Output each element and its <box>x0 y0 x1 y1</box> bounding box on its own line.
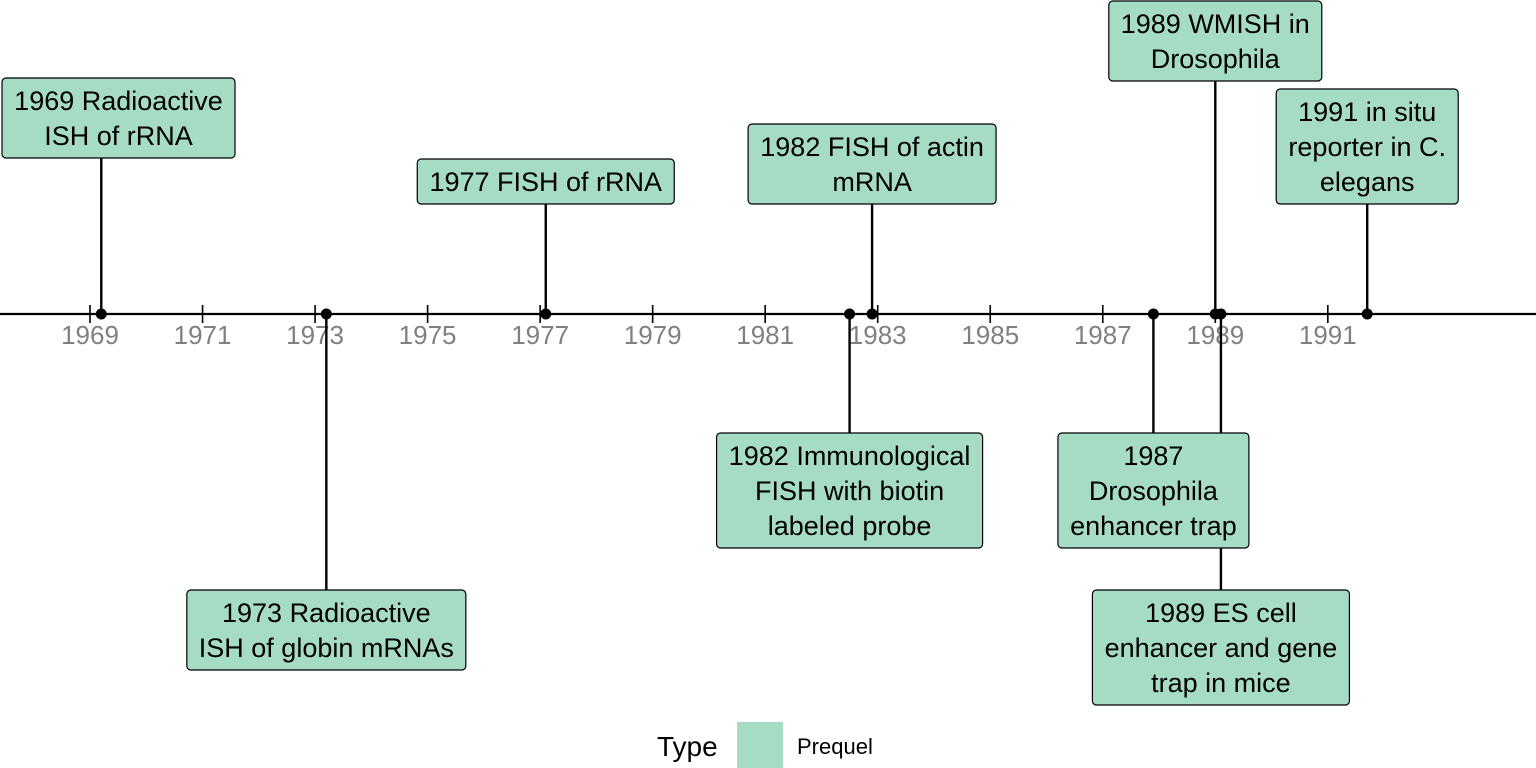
tick-label: 1989 <box>1186 320 1244 350</box>
event-box: 1969 Radioactive ISH of rRNA <box>1 77 236 159</box>
event-dot <box>866 308 878 320</box>
event-dot <box>1215 308 1227 320</box>
event-label: 1989 ES cell <box>1145 598 1297 628</box>
event-label: reporter in C. <box>1288 132 1446 162</box>
tick-label: 1971 <box>174 320 232 350</box>
event-connectors <box>100 81 1369 590</box>
event-label: 1977 FISH of rRNA <box>429 167 662 197</box>
event-box-bg <box>1091 589 1351 706</box>
event-box-bg <box>1108 0 1323 82</box>
event-box-bg <box>747 123 997 205</box>
event-label: FISH with biotin <box>755 476 944 506</box>
event-dot <box>1147 308 1159 320</box>
event-label: enhancer and gene <box>1105 633 1338 663</box>
tick-label: 1975 <box>399 320 457 350</box>
tick-label: 1979 <box>624 320 682 350</box>
event-label: ISH of globin mRNAs <box>199 633 454 663</box>
event-box-bg <box>1057 432 1250 549</box>
event-label: 1991 in situ <box>1298 97 1436 127</box>
event-label: ISH of rRNA <box>44 121 193 151</box>
event-label: 1973 Radioactive <box>222 598 431 628</box>
event-box: 1989 WMISH in Drosophila <box>1108 0 1323 82</box>
event-label: trap in mice <box>1151 668 1291 698</box>
event-box: 1982 Immunological FISH with biotin labele… <box>715 432 984 549</box>
legend-title: Type <box>657 731 718 762</box>
tick-label: 1969 <box>61 320 119 350</box>
tick-label: 1991 <box>1299 320 1357 350</box>
event-dot <box>844 308 856 320</box>
event-dot <box>540 308 552 320</box>
event-box: 1991 in situ reporter in C. elegans <box>1275 88 1459 205</box>
event-label: labeled probe <box>768 511 932 541</box>
event-dot <box>320 308 332 320</box>
event-label: mRNA <box>832 167 912 197</box>
event-box-bg <box>715 432 984 549</box>
axis-ticks: 1969 1971 1973 1975 1977 1979 1981 1983 1985 1987… <box>61 305 1357 350</box>
event-box-bg <box>416 158 675 205</box>
tick-label: 1983 <box>849 320 907 350</box>
event-box-bg <box>1 77 236 159</box>
event-box-bg <box>186 589 467 671</box>
event-label: elegans <box>1320 167 1415 197</box>
event-label: 1989 WMISH in <box>1121 9 1310 39</box>
tick-label: 1973 <box>286 320 344 350</box>
event-box: 1973 Radioactive ISH of globin mRNAs <box>186 589 467 671</box>
event-label: 1969 Radioactive <box>14 86 223 116</box>
tick-label: 1987 <box>1074 320 1132 350</box>
event-label: Drosophila <box>1089 476 1219 506</box>
event-box: 1977 FISH of rRNA <box>416 158 675 205</box>
event-box: 1989 ES cell enhancer and gene trap in mic… <box>1091 589 1351 706</box>
tick-label: 1981 <box>736 320 794 350</box>
event-dot <box>1361 308 1373 320</box>
event-dot <box>95 308 107 320</box>
event-box: 1982 FISH of actin mRNA <box>747 123 997 205</box>
legend: Type Prequel <box>657 722 873 768</box>
event-label: 1982 FISH of actin <box>760 132 984 162</box>
legend-key-prequel <box>737 722 783 768</box>
event-label: 1987 <box>1123 441 1183 471</box>
tick-label: 1985 <box>961 320 1019 350</box>
event-label: enhancer trap <box>1070 511 1237 541</box>
event-label: Drosophila <box>1151 44 1281 74</box>
event-markers: 1969 Radioactive ISH of rRNA 1973 Radioact… <box>1 0 1459 706</box>
legend-label-prequel: Prequel <box>797 734 873 759</box>
event-label: 1982 Immunological <box>729 441 971 471</box>
event-box: 1987 Drosophila enhancer trap <box>1057 432 1250 549</box>
tick-label: 1977 <box>511 320 569 350</box>
event-box-bg <box>1275 88 1459 205</box>
